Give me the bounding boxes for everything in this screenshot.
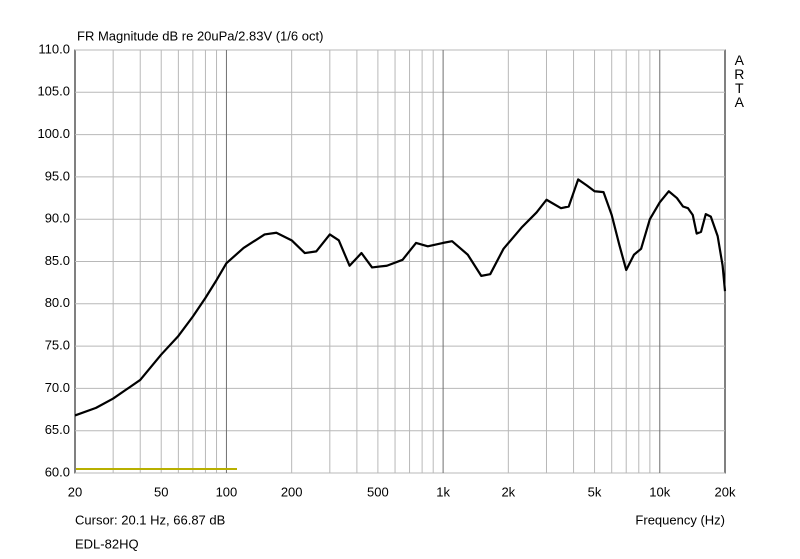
y-tick-label: 90.0 bbox=[45, 211, 70, 226]
x-tick-label: 5k bbox=[588, 484, 602, 499]
x-tick-label: 50 bbox=[154, 484, 168, 499]
y-tick-label: 70.0 bbox=[45, 380, 70, 395]
x-tick-label: 20k bbox=[715, 484, 736, 499]
watermark: ARTA bbox=[731, 52, 747, 108]
x-tick-label: 500 bbox=[367, 484, 389, 499]
x-tick-label: 1k bbox=[436, 484, 450, 499]
chart-title: FR Magnitude dB re 20uPa/2.83V (1/6 oct) bbox=[77, 28, 323, 43]
y-tick-label: 85.0 bbox=[45, 253, 70, 268]
y-tick-label: 60.0 bbox=[45, 464, 70, 479]
cursor-readout: Cursor: 20.1 Hz, 66.87 dB bbox=[75, 512, 225, 527]
y-tick-label: 110.0 bbox=[38, 41, 70, 56]
y-tick-label: 100.0 bbox=[37, 126, 70, 141]
y-tick-label: 105.0 bbox=[37, 84, 70, 99]
x-tick-label: 10k bbox=[649, 484, 670, 499]
x-tick-label: 20 bbox=[68, 484, 82, 499]
y-tick-label: 65.0 bbox=[45, 422, 70, 437]
x-tick-label: 200 bbox=[281, 484, 303, 499]
x-tick-label: 100 bbox=[216, 484, 238, 499]
x-tick-label: 2k bbox=[501, 484, 515, 499]
y-tick-label: 80.0 bbox=[45, 295, 70, 310]
response-line bbox=[74, 178, 727, 417]
y-tick-label: 95.0 bbox=[45, 168, 70, 183]
x-axis-label: Frequency (Hz) bbox=[635, 512, 725, 527]
device-name: EDL-82HQ bbox=[75, 536, 139, 551]
y-tick-label: 75.0 bbox=[45, 338, 70, 353]
